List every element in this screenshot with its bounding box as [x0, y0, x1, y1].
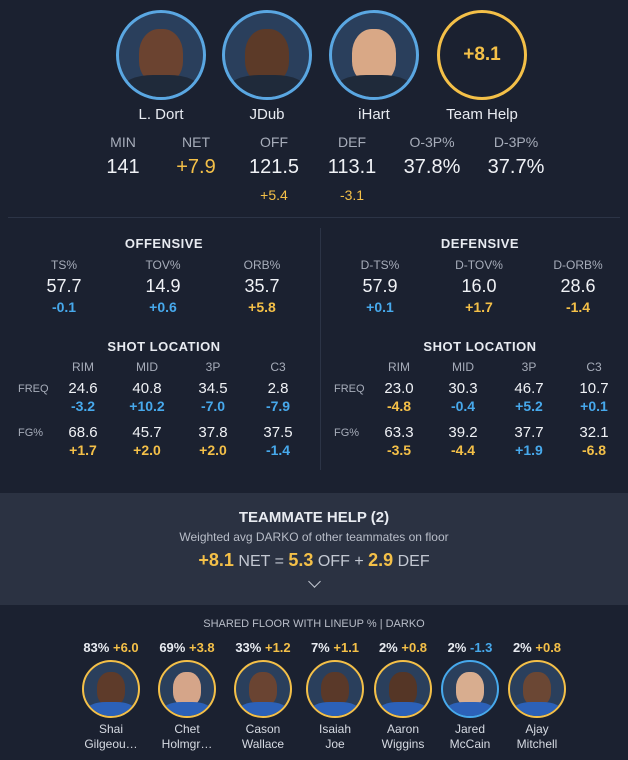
- avatar: [306, 660, 364, 718]
- off-freq-c3: 2.8 -7.9: [265, 380, 291, 414]
- teammate-card[interactable]: 33% +1.2 Cason Wallace: [234, 640, 292, 751]
- shot-header: C3: [270, 360, 286, 374]
- teammate-help-equation: +8.1 NET = 5.3 OFF + 2.9 DEF: [198, 550, 430, 570]
- team-help-label: Team Help: [446, 106, 518, 123]
- off-ts: TS% 57.7 -0.1: [46, 258, 82, 315]
- def-orb: D-ORB% 28.6 -1.4: [553, 258, 603, 315]
- off-fg-mid: 45.7 +2.0: [132, 424, 162, 458]
- avatar: [374, 660, 432, 718]
- def-freq-rim: 23.0 -4.8: [384, 380, 414, 414]
- player-card-ihart[interactable]: iHart: [324, 10, 424, 123]
- shot-header: RIM: [388, 360, 410, 374]
- row-label: FG%: [18, 427, 44, 439]
- shot-header: 3P: [205, 360, 221, 374]
- player-face-icon: [523, 672, 551, 706]
- avatar: [234, 660, 292, 718]
- def-freq-mid: 30.3 -0.4: [448, 380, 478, 414]
- stat-o3p: O-3P% 37.8%: [403, 134, 461, 178]
- avatar: [441, 660, 499, 718]
- shot-header: 3P: [521, 360, 537, 374]
- stat-off: OFF 121.5 +5.4: [248, 134, 300, 203]
- teammate-card[interactable]: 83% +6.0 Shai Gilgeou…: [82, 640, 140, 751]
- teammate-card[interactable]: 69% +3.8 Chet Holmgr…: [158, 640, 216, 751]
- off-fg-rim: 68.6 +1.7: [68, 424, 98, 458]
- def-tov: D-TOV% 16.0 +1.7: [455, 258, 503, 315]
- player-name: iHart: [358, 106, 390, 123]
- teammate-help-subtitle: Weighted avg DARKO of other teammates on…: [179, 530, 449, 544]
- def-freq-c3: 10.7 +0.1: [579, 380, 609, 414]
- divider: [8, 217, 620, 218]
- shot-location-title-offense: SHOT LOCATION: [107, 339, 221, 354]
- shot-header: MID: [136, 360, 158, 374]
- offensive-title: OFFENSIVE: [124, 236, 204, 251]
- avatar: [158, 660, 216, 718]
- player-face-icon: [389, 672, 417, 706]
- stat-min: MIN 141: [106, 134, 140, 178]
- def-ts: D-TS% 57.9 +0.1: [360, 258, 400, 315]
- def-fg-3p: 37.7 +1.9: [514, 424, 544, 458]
- player-face-icon: [173, 672, 201, 706]
- off-fg-3p: 37.8 +2.0: [198, 424, 228, 458]
- shot-location-title-defense: SHOT LOCATION: [423, 339, 537, 354]
- player-face-icon: [249, 672, 277, 706]
- row-label: FREQ: [334, 383, 365, 395]
- shot-header: MID: [452, 360, 474, 374]
- teammate-card[interactable]: 2% +0.8 Ajay Mitchell: [500, 640, 574, 752]
- off-freq-rim: 24.6 -3.2: [68, 380, 98, 414]
- def-fg-c3: 32.1 -6.8: [579, 424, 609, 458]
- def-freq-3p: 46.7 +5.2: [514, 380, 544, 414]
- off-freq-3p: 34.5 -7.0: [198, 380, 228, 414]
- player-face-icon: [352, 29, 396, 83]
- off-orb: ORB% 35.7 +5.8: [243, 258, 281, 315]
- defensive-title: DEFENSIVE: [440, 236, 520, 251]
- player-face-icon: [321, 672, 349, 706]
- player-name: JDub: [249, 106, 285, 123]
- shared-floor-title: SHARED FLOOR WITH LINEUP % | DARKO: [203, 618, 425, 630]
- player-face-icon: [456, 672, 484, 706]
- divider: [320, 228, 321, 470]
- off-tov: TOV% 14.9 +0.6: [145, 258, 181, 315]
- row-label: FG%: [334, 427, 360, 439]
- team-help-card[interactable]: +8.1 Team Help: [432, 10, 532, 123]
- avatar: [116, 10, 206, 100]
- shot-header: RIM: [72, 360, 94, 374]
- def-fg-rim: 63.3 -3.5: [384, 424, 414, 458]
- row-label: FREQ: [18, 383, 49, 395]
- stat-d3p: D-3P% 37.7%: [487, 134, 545, 178]
- team-help-value: +8.1: [437, 10, 527, 100]
- stat-net: NET +7.9: [176, 134, 216, 178]
- avatar: [82, 660, 140, 718]
- player-face-icon: [139, 29, 183, 83]
- teammate-card[interactable]: 2% +0.8 Aaron Wiggins: [366, 640, 440, 752]
- off-fg-c3: 37.5 -1.4: [263, 424, 293, 458]
- player-name: L. Dort: [138, 106, 184, 123]
- player-card-jdub[interactable]: JDub: [217, 10, 317, 123]
- player-face-icon: [245, 29, 289, 83]
- off-freq-mid: 40.8 +10.2: [129, 380, 165, 414]
- teammate-card[interactable]: 2% -1.3 Jared McCain: [433, 640, 507, 752]
- def-fg-mid: 39.2 -4.4: [448, 424, 478, 458]
- top-stats: MIN 141 NET +7.9 OFF 121.5 +5.4 DEF 113.…: [0, 134, 628, 212]
- avatar: [508, 660, 566, 718]
- teammate-card[interactable]: 7% +1.1 Isaiah Joe: [298, 640, 372, 752]
- avatar: [222, 10, 312, 100]
- chevron-down-icon[interactable]: [308, 575, 321, 588]
- teammate-help-title: TEAMMATE HELP (2): [238, 509, 390, 526]
- player-face-icon: [97, 672, 125, 706]
- player-card-dort[interactable]: L. Dort: [111, 10, 211, 123]
- avatar: [329, 10, 419, 100]
- stat-def: DEF 113.1 -3.1: [327, 134, 377, 203]
- lineup-row: L. Dort JDub iHart +8.1 Team Help: [0, 10, 628, 123]
- shot-header: C3: [586, 360, 602, 374]
- teammate-help-panel[interactable]: TEAMMATE HELP (2) Weighted avg DARKO of …: [0, 493, 628, 605]
